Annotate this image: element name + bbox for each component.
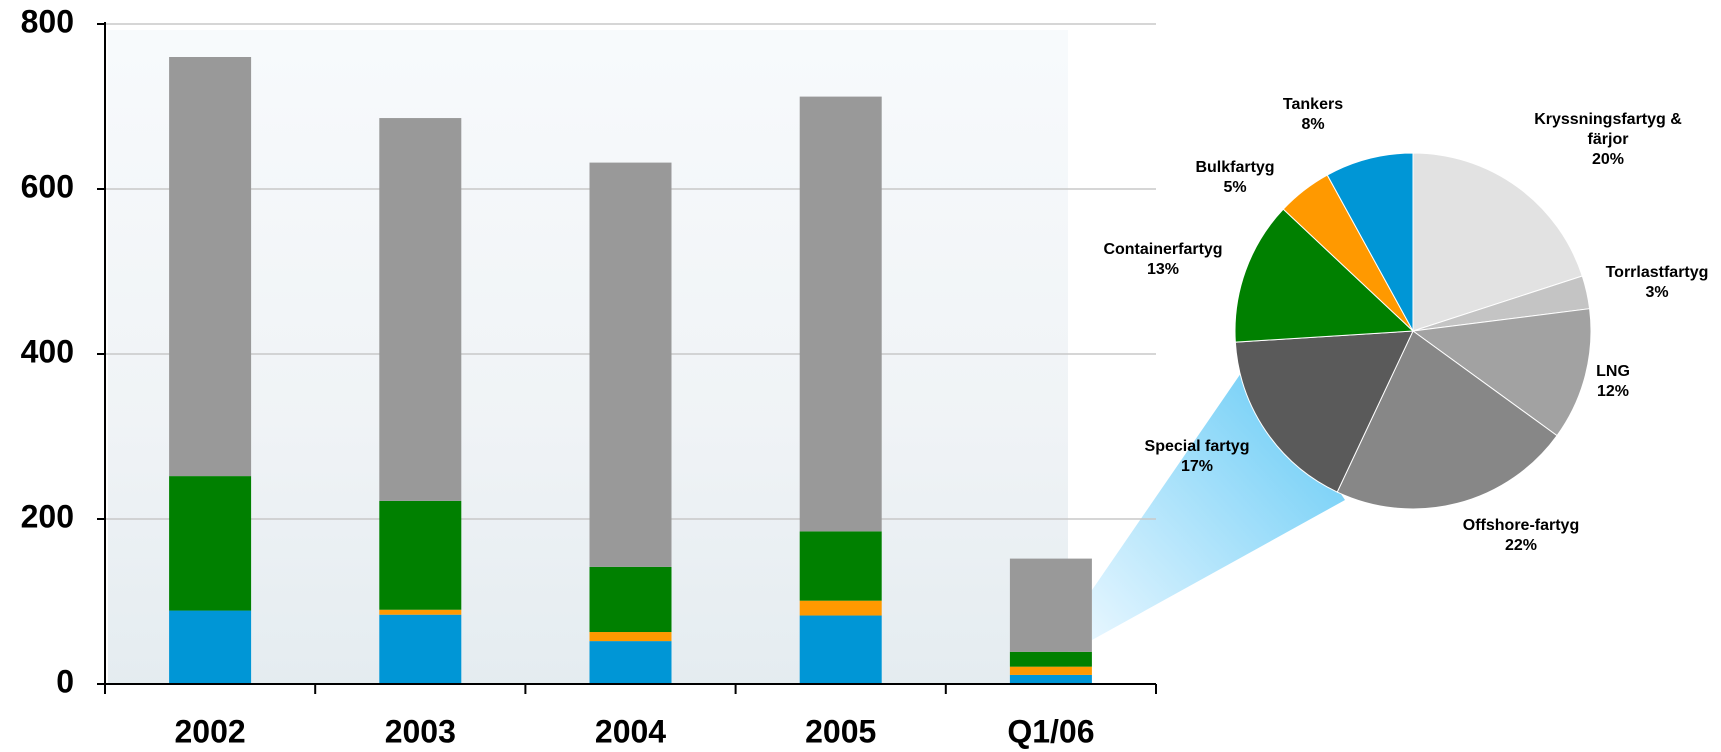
pie-label-name: Special fartyg [1144,438,1250,455]
x-tick-label: 2003 [385,713,456,749]
background-photo [108,30,1068,684]
pie-label: LNG 12% [1518,362,1708,402]
pie-label: Tankers 8% [1218,95,1408,135]
bar-segment [799,531,882,601]
pie-label-value: 8% [1301,116,1325,133]
bar-segment [589,632,672,642]
bar-segment [589,162,672,567]
bar-segment [379,118,462,501]
pie-label-name: Tankers [1282,96,1344,113]
bar-segment [799,96,882,532]
bar-segment [589,641,672,684]
x-tick-label: 2005 [805,713,876,749]
pie-slice [1234,208,1415,343]
pie-label: Torrlastfartyg 3% [1562,263,1721,303]
pie-label: Containerfartyg 13% [1068,240,1258,280]
pie-label-name: Kryssningsfartyg & färjor [1534,111,1682,148]
pie-label: Kryssningsfartyg & färjor 20% [1513,110,1703,170]
pie-label-name: LNG [1596,363,1630,380]
pie-slice [1234,330,1414,493]
pie-label: Special fartyg 17% [1102,437,1292,477]
pie-slice [1411,308,1592,437]
y-tick-label: 0 [56,663,74,699]
bar-segment [169,610,252,684]
bar-segment [799,600,882,616]
y-tick-label: 800 [21,3,74,39]
bar-segment [1009,558,1092,652]
pie-label-value: 12% [1596,383,1630,400]
bar-segment [1009,674,1092,684]
pie-label-name: Torrlastfartyg [1605,264,1709,281]
pie-slice [1326,152,1414,332]
bar-segment [379,500,462,610]
bar-segment [169,476,252,611]
x-tick-label: Q1/06 [1007,713,1094,749]
pie-slice [1412,152,1583,332]
bar-segment [169,57,252,477]
bar-segment [379,614,462,684]
pie-label-value: 3% [1645,284,1669,301]
y-tick-label: 600 [21,168,74,204]
pie-label-name: Bulkfartyg [1195,159,1275,176]
bar-segment [799,615,882,684]
pie-label-value: 13% [1146,261,1180,278]
bar-segment [1009,666,1092,675]
x-tick-label: 2004 [595,713,666,749]
y-tick-label: 200 [21,498,74,534]
pie-label-name: Offshore-fartyg [1462,517,1580,534]
pie-label-value: 20% [1591,151,1625,168]
pie-label: Offshore-fartyg 22% [1426,516,1616,556]
y-tick-label: 400 [21,333,74,369]
bar-segment [1009,651,1092,667]
pie-label: Bulkfartyg 5% [1140,158,1330,198]
pie-label-value: 22% [1504,537,1538,554]
pie-label-value: 5% [1223,179,1247,196]
pie-label-name: Containerfartyg [1103,241,1223,258]
pie-label-value: 17% [1180,458,1214,475]
bar-segment [589,566,672,633]
bar-segment [379,609,462,615]
x-tick-label: 2002 [175,713,246,749]
